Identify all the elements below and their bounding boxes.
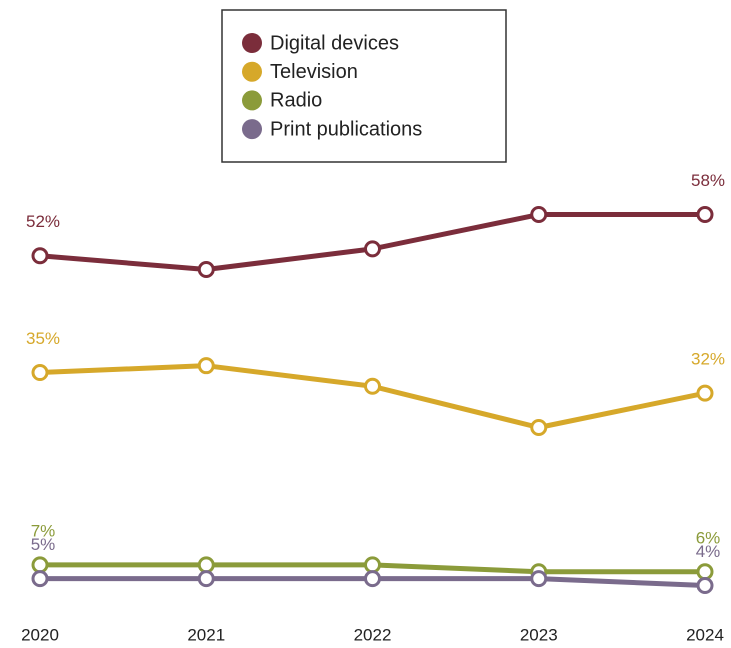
- legend-label: Print publications: [270, 118, 422, 140]
- legend-swatch: [242, 33, 262, 53]
- point: [530, 570, 548, 588]
- value-label: 6%: [696, 528, 721, 547]
- value-label: 7%: [31, 521, 56, 540]
- series-line: [39, 363, 706, 431]
- point: [197, 357, 215, 375]
- point: [364, 570, 381, 588]
- x-tick-label: 2023: [520, 625, 558, 644]
- legend-box: [221, 9, 507, 163]
- value-label: 58%: [691, 171, 725, 190]
- legend-label: Digital devices: [270, 32, 399, 54]
- point: [364, 377, 381, 395]
- legend-label: Television: [270, 61, 358, 83]
- point: [364, 240, 381, 258]
- point: [364, 556, 381, 574]
- x-tick-label: 2020: [21, 625, 59, 644]
- x-tick-label: 2024: [686, 625, 724, 644]
- legend-swatch: [242, 90, 262, 111]
- point: [31, 570, 49, 588]
- point: [696, 206, 714, 224]
- point: [197, 556, 215, 574]
- value-label: 32%: [691, 350, 725, 369]
- value-label: 52%: [26, 212, 60, 231]
- legend-label: Radio: [270, 90, 322, 112]
- point: [696, 577, 714, 595]
- point: [197, 570, 215, 588]
- x-tick-label: 2022: [354, 625, 392, 644]
- point: [696, 384, 714, 402]
- legend-swatch: [242, 61, 262, 82]
- point: [31, 364, 49, 382]
- point: [696, 563, 714, 581]
- legend-swatch: [242, 119, 262, 140]
- value-label: 5%: [31, 535, 56, 554]
- point: [197, 261, 215, 278]
- point: [31, 247, 49, 265]
- point: [530, 206, 548, 224]
- point: [31, 556, 49, 574]
- value-label: 35%: [26, 329, 60, 348]
- point: [530, 419, 548, 437]
- x-tick-label: 2021: [187, 625, 225, 644]
- value-label: 4%: [696, 542, 721, 561]
